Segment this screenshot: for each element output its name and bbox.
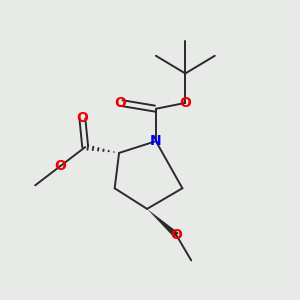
Text: O: O: [179, 96, 191, 110]
Text: N: N: [150, 134, 162, 148]
Text: O: O: [171, 228, 182, 242]
Polygon shape: [147, 209, 179, 238]
Text: O: O: [76, 111, 88, 124]
Text: O: O: [115, 96, 127, 110]
Text: O: O: [54, 159, 66, 173]
